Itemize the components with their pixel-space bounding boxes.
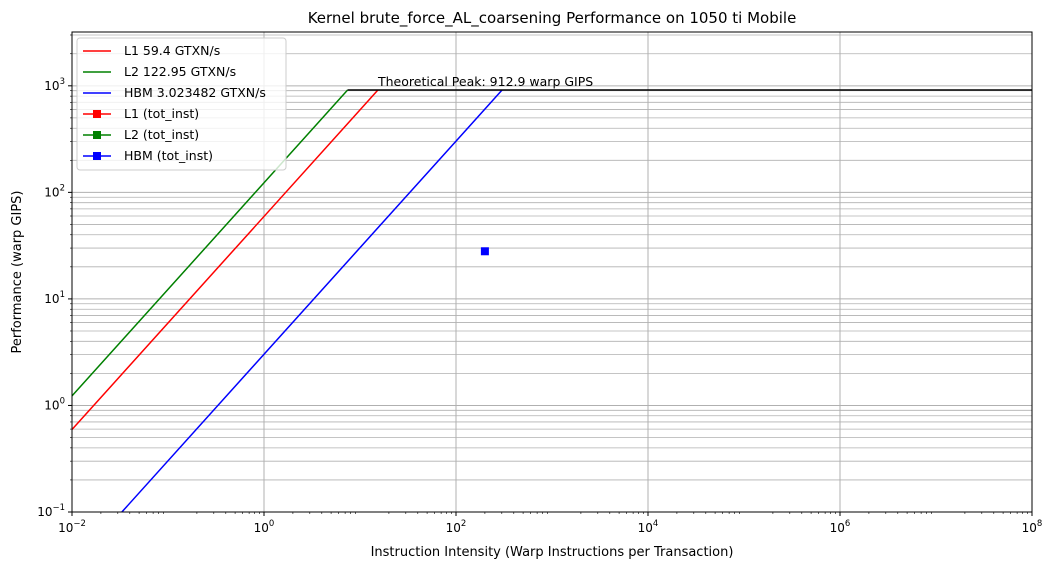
x-tick-label-1: 100 <box>254 519 275 535</box>
legend-label-5: HBM (tot_inst) <box>124 148 213 163</box>
y-tick-label-1: 100 <box>44 396 65 412</box>
data-points <box>480 247 489 256</box>
roofline-lines <box>71 89 1032 513</box>
legend-marker-3 <box>93 110 101 118</box>
peak-annotation: Theoretical Peak: 912.9 warp GIPS <box>377 74 593 89</box>
legend-label-4: L2 (tot_inst) <box>124 127 199 142</box>
x-tick-label-2: 102 <box>446 519 467 535</box>
x-axis-label: Instruction Intensity (Warp Instructions… <box>371 545 734 560</box>
x-tick-label-5: 108 <box>1022 519 1043 535</box>
roofline-1 <box>71 89 349 397</box>
axis-ticks: 10−2 100 102 104 106 108 10−1 100 101 102 103 <box>37 34 1043 535</box>
x-tick-label-3: 104 <box>638 519 659 535</box>
y-tick-label-0: 10−1 <box>37 503 65 519</box>
legend-box <box>76 37 287 171</box>
legend-label-3: L1 (tot_inst) <box>124 106 199 121</box>
legend: L1 59.4 GTXN/s L2 122.95 GTXN/s HBM 3.0234… <box>76 37 287 171</box>
grid <box>71 32 1033 513</box>
y-tick-label-3: 102 <box>44 183 65 199</box>
legend-marker-5 <box>93 152 101 160</box>
y-axis-label: Performance (warp GIPS) <box>10 191 25 354</box>
legend-label-2: HBM 3.023482 GTXN/s <box>124 85 266 100</box>
legend-label-0: L1 59.4 GTXN/s <box>124 43 220 58</box>
roofline-0 <box>71 89 379 431</box>
data-point-2-0 <box>480 247 489 256</box>
legend-marker-4 <box>93 131 101 139</box>
chart-title: Kernel brute_force_AL_coarsening Perform… <box>308 9 797 28</box>
y-tick-label-2: 101 <box>44 290 65 306</box>
y-tick-label-4: 103 <box>44 77 65 93</box>
plot-frame <box>71 31 1033 513</box>
legend-label-1: L2 122.95 GTXN/s <box>124 64 236 79</box>
x-tick-label-4: 106 <box>830 519 851 535</box>
x-tick-label-0: 10−2 <box>58 519 86 535</box>
roofline-2 <box>121 89 503 513</box>
